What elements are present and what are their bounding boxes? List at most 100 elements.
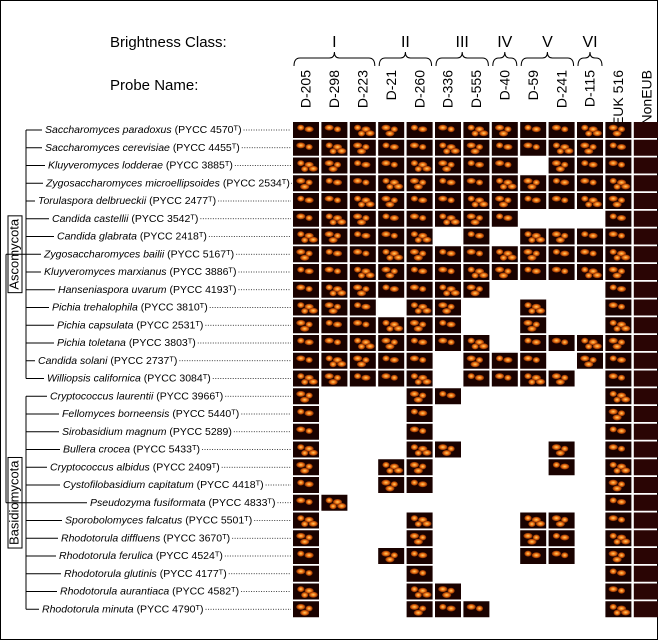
cell-blob <box>524 550 532 557</box>
cell-blob <box>504 197 512 204</box>
cell-blob <box>504 374 512 381</box>
cell-blob <box>354 231 362 238</box>
cell-blob <box>389 285 399 292</box>
class-label: VI <box>582 34 597 51</box>
cell-blob <box>498 201 509 208</box>
control-micrograph <box>633 565 658 582</box>
cell-blob <box>385 201 395 208</box>
cell-blob <box>609 177 617 184</box>
cell-blob <box>450 218 460 225</box>
cell-blob <box>585 343 593 350</box>
probe-name: D-115 <box>582 70 598 107</box>
cell-blob <box>308 520 318 527</box>
cell-blob <box>612 414 622 421</box>
cell-blob <box>362 250 370 257</box>
species-name: Candida solani <box>38 355 108 367</box>
cell-blob <box>305 392 313 399</box>
cell-blob <box>382 319 390 326</box>
cell-blob <box>296 426 306 433</box>
cell-blob <box>439 284 447 291</box>
cell-blob <box>551 550 562 557</box>
cell-blob <box>532 321 540 328</box>
class-label: II <box>401 34 410 51</box>
cell-blob <box>581 266 589 273</box>
cell-blob <box>439 213 447 220</box>
cell-blob <box>304 126 314 133</box>
cell-blob <box>297 231 305 238</box>
cell-blob <box>297 337 305 344</box>
species-label: Zygosaccharomyces bailii (PYCC 5167ᵀ) <box>43 248 234 260</box>
cell-blob <box>446 392 456 399</box>
cell-blob <box>385 343 395 350</box>
cell-blob <box>439 603 447 610</box>
cell-blob <box>414 237 422 244</box>
control-micrograph <box>633 370 658 387</box>
cell-blob <box>617 126 626 133</box>
cell-blob <box>410 550 418 557</box>
cell-blob <box>609 461 617 468</box>
cell-blob <box>496 248 504 255</box>
species-label: Pichia trehalophila (PYCC 3810ᵀ) <box>52 301 208 313</box>
cell-blob <box>580 355 590 362</box>
species-name: Torulaspora delbrueckii <box>38 195 147 207</box>
cell-blob <box>300 396 310 403</box>
cell-blob <box>470 148 480 155</box>
cell-blob <box>410 479 418 486</box>
cell-blob <box>296 355 306 362</box>
cell-blob <box>304 552 314 559</box>
control-micrograph <box>633 601 658 618</box>
cell-blob <box>386 183 394 190</box>
strain: (PYCC 4455ᵀ) <box>173 142 240 154</box>
species-name: Saccharomyces paradoxus <box>45 124 172 136</box>
cell-blob <box>305 605 313 612</box>
cell-blob <box>617 374 626 381</box>
cell-blob <box>409 461 419 468</box>
species-label: Candida solani (PYCC 2737ᵀ) <box>38 355 177 367</box>
probe-label: Probe Name: <box>110 77 198 94</box>
cell-blob <box>419 179 427 186</box>
species-label: Kluyveromyces marxianus (PYCC 3886ᵀ) <box>44 266 236 278</box>
cell-blob <box>470 361 480 368</box>
species-label: Pseudozyma fusiformata (PYCC 4833ᵀ) <box>90 497 275 509</box>
cell-blob <box>585 201 593 208</box>
cell-blob <box>438 302 448 309</box>
cell-blob <box>300 183 310 190</box>
cell-blob <box>495 160 505 167</box>
cell-blob <box>301 450 309 457</box>
cell-blob <box>356 290 367 297</box>
cell-blob <box>354 124 362 131</box>
cell-blob <box>535 236 546 243</box>
cell-blob <box>419 569 427 576</box>
cell-blob <box>301 379 309 386</box>
cell-blob <box>447 197 455 204</box>
cell-blob <box>409 248 419 255</box>
control-micrograph <box>633 317 658 334</box>
cell-blob <box>471 272 479 279</box>
cell-blob <box>581 231 589 238</box>
cell-blob <box>324 337 334 344</box>
species-label: Kluyveromyces lodderae (PYCC 3885ᵀ) <box>48 159 233 171</box>
cell-blob <box>410 266 418 273</box>
cell-blob <box>495 195 505 202</box>
cell-blob <box>438 337 448 344</box>
cell-blob <box>296 532 306 539</box>
cell-blob <box>386 467 394 474</box>
cell-blob <box>361 374 371 381</box>
cell-blob <box>308 449 318 456</box>
cell-blob <box>443 219 451 226</box>
cell-blob <box>362 179 370 186</box>
strain: (PYCC 4418ᵀ) <box>197 479 264 491</box>
cell-blob <box>354 160 362 167</box>
cell-blob <box>527 325 537 332</box>
cell-blob <box>385 130 395 137</box>
cell-blob <box>609 426 617 433</box>
cell-blob <box>410 373 418 380</box>
cell-blob <box>561 516 569 523</box>
cell-blob <box>390 481 398 488</box>
cell-blob <box>354 195 362 202</box>
cell-blob <box>382 213 390 220</box>
cell-blob <box>528 308 536 315</box>
cell-blob <box>551 337 562 344</box>
cell-blob <box>328 308 338 315</box>
control-micrograph <box>633 335 658 351</box>
